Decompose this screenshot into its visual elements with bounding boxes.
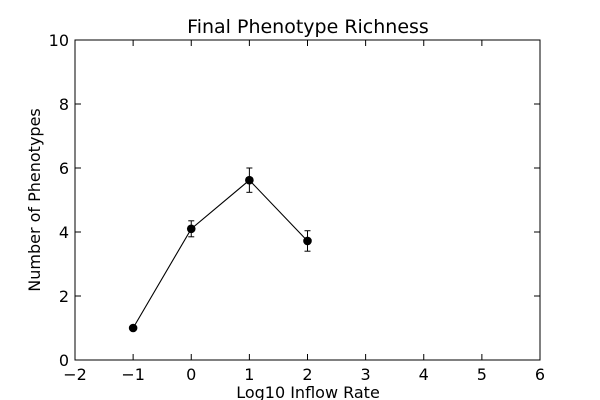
x-tick-label: 1 xyxy=(244,365,254,384)
data-point xyxy=(186,224,196,234)
x-tick-label: 6 xyxy=(535,365,545,384)
x-tick-label: 3 xyxy=(361,365,371,384)
y-tick-label: 6 xyxy=(59,159,69,178)
y-tick-label: 8 xyxy=(59,95,69,114)
y-tick-label: 10 xyxy=(49,31,69,50)
x-tick-label: 5 xyxy=(477,365,487,384)
y-tick-label: 2 xyxy=(59,287,69,306)
plot-area xyxy=(74,39,541,361)
data-series xyxy=(128,167,312,333)
data-point xyxy=(303,236,312,246)
x-tick-label: 4 xyxy=(419,365,429,384)
series-line xyxy=(132,179,308,329)
x-tick-label: −1 xyxy=(121,365,145,384)
chart-title: Final Phenotype Richness xyxy=(187,16,429,38)
plot-frame xyxy=(74,39,541,361)
tick-labels: −2 −1 0 1 2 3 4 5 6 0 2 4 6 8 10 xyxy=(49,31,545,384)
y-tick-label: 4 xyxy=(59,223,69,242)
data-point xyxy=(245,175,254,185)
data-point xyxy=(128,323,138,333)
x-axis-label: Log10 Inflow Rate xyxy=(236,383,380,400)
axis-ticks xyxy=(74,39,541,361)
x-tick-label: −2 xyxy=(63,365,87,384)
x-tick-label: 2 xyxy=(302,365,312,384)
y-tick-label: 0 xyxy=(59,351,69,370)
x-tick-label: 0 xyxy=(186,365,196,384)
y-axis-label: Number of Phenotypes xyxy=(25,108,44,292)
